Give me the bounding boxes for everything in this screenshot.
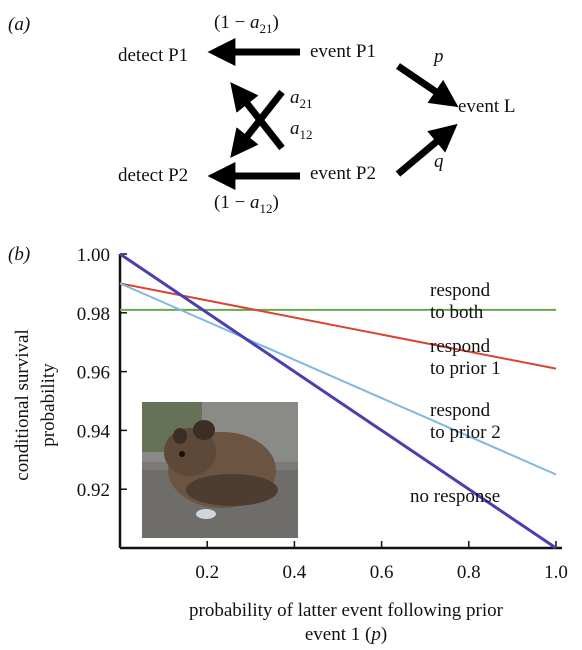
- label-respond-to-prior-1: respond to prior 1: [430, 336, 501, 379]
- panel-b-chart: (b) conditional survival probability 0.2…: [8, 244, 568, 645]
- y-tick-label: 1.00: [77, 245, 110, 266]
- y-tick-label: 0.96: [77, 363, 110, 384]
- node-detect-p1: detect P1: [118, 45, 188, 66]
- arrow-cross-a12: [230, 89, 285, 158]
- label-miss-1: (1 − a21): [214, 12, 279, 36]
- y-axis-title-line2: probability: [38, 363, 59, 447]
- x-tick-label: 0.4: [283, 562, 307, 583]
- label-p: p: [432, 46, 444, 67]
- label-q: q: [434, 151, 444, 172]
- series-lines: [119, 252, 557, 550]
- node-event-l: event L: [458, 96, 516, 117]
- node-event-p1: event P1: [310, 41, 376, 62]
- arrow-p2-to-l: [395, 123, 458, 177]
- series-line-respond-to-prior-1: [119, 282, 557, 370]
- y-tick-label: 0.98: [77, 304, 110, 325]
- arrow-cross-helper: [230, 90, 276, 146]
- node-event-p2: event P2: [310, 163, 376, 184]
- x-tick-label: 0.6: [370, 562, 394, 583]
- x-tick-label: 0.8: [457, 562, 481, 583]
- label-miss-2: (1 − a12): [214, 192, 279, 216]
- pika-photo: [142, 402, 298, 538]
- axis-ticks: 0.2 0.4 0.6 0.8 1.0 1.00 0.98 0.96 0.94 0.92: [77, 245, 568, 583]
- label-respond-to-both: respond to both: [430, 280, 495, 323]
- x-axis-title-line2: event 1 (p): [305, 624, 387, 645]
- y-tick-label: 0.94: [77, 421, 111, 442]
- series-line-no-response: [119, 252, 557, 550]
- label-no-response: no response: [410, 486, 500, 507]
- series-labels: respond to both respond to prior 1 respo…: [410, 280, 501, 507]
- label-a21: a21: [290, 87, 313, 111]
- label-respond-to-prior-2: respond to prior 2: [430, 400, 501, 443]
- node-detect-p2: detect P2: [118, 165, 188, 186]
- panel-a-label: (a): [8, 14, 30, 35]
- x-tick-label: 0.2: [195, 562, 219, 583]
- x-axis-title-line1: probability of latter event following pr…: [189, 600, 504, 621]
- series-line-respond-to-prior-2: [119, 282, 557, 476]
- label-a12: a12: [290, 118, 313, 142]
- x-tick-label: 1.0: [544, 562, 568, 583]
- panel-a-diagram: (a) detect P1 event P1 event L detect P2…: [8, 12, 516, 216]
- panel-b-label: (b): [8, 244, 30, 265]
- y-tick-label: 0.92: [77, 480, 110, 501]
- arrow-p1-to-l: [396, 63, 459, 108]
- y-axis-title-line1: conditional survival: [12, 329, 33, 480]
